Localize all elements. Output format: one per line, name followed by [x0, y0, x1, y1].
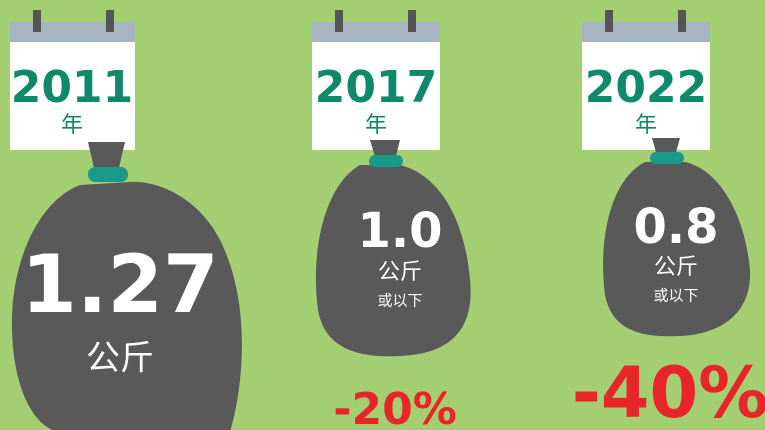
unit: 公斤 [378, 260, 422, 285]
year-unit: 年 [365, 113, 387, 138]
year: 2022 [585, 62, 707, 113]
year-unit: 年 [61, 113, 83, 138]
calendar [582, 10, 710, 150]
year-unit: 年 [635, 113, 657, 138]
note: 或以下 [377, 292, 422, 310]
bag [11, 142, 242, 430]
year: 2011 [11, 62, 133, 113]
note: 或以下 [653, 287, 698, 305]
unit: 公斤 [86, 339, 154, 379]
amount: 1.0 [357, 203, 442, 259]
unit: 公斤 [654, 255, 698, 280]
calendar [312, 10, 440, 150]
amount: 0.8 [633, 199, 718, 255]
change: -20% [333, 384, 457, 430]
calendar [10, 10, 135, 150]
amount: 1.27 [21, 238, 218, 331]
bag [315, 140, 471, 357]
year: 2017 [315, 62, 437, 113]
bag [603, 138, 751, 337]
change: -40% [572, 352, 765, 430]
